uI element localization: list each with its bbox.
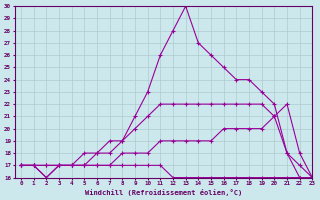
X-axis label: Windchill (Refroidissement éolien,°C): Windchill (Refroidissement éolien,°C) bbox=[85, 189, 242, 196]
